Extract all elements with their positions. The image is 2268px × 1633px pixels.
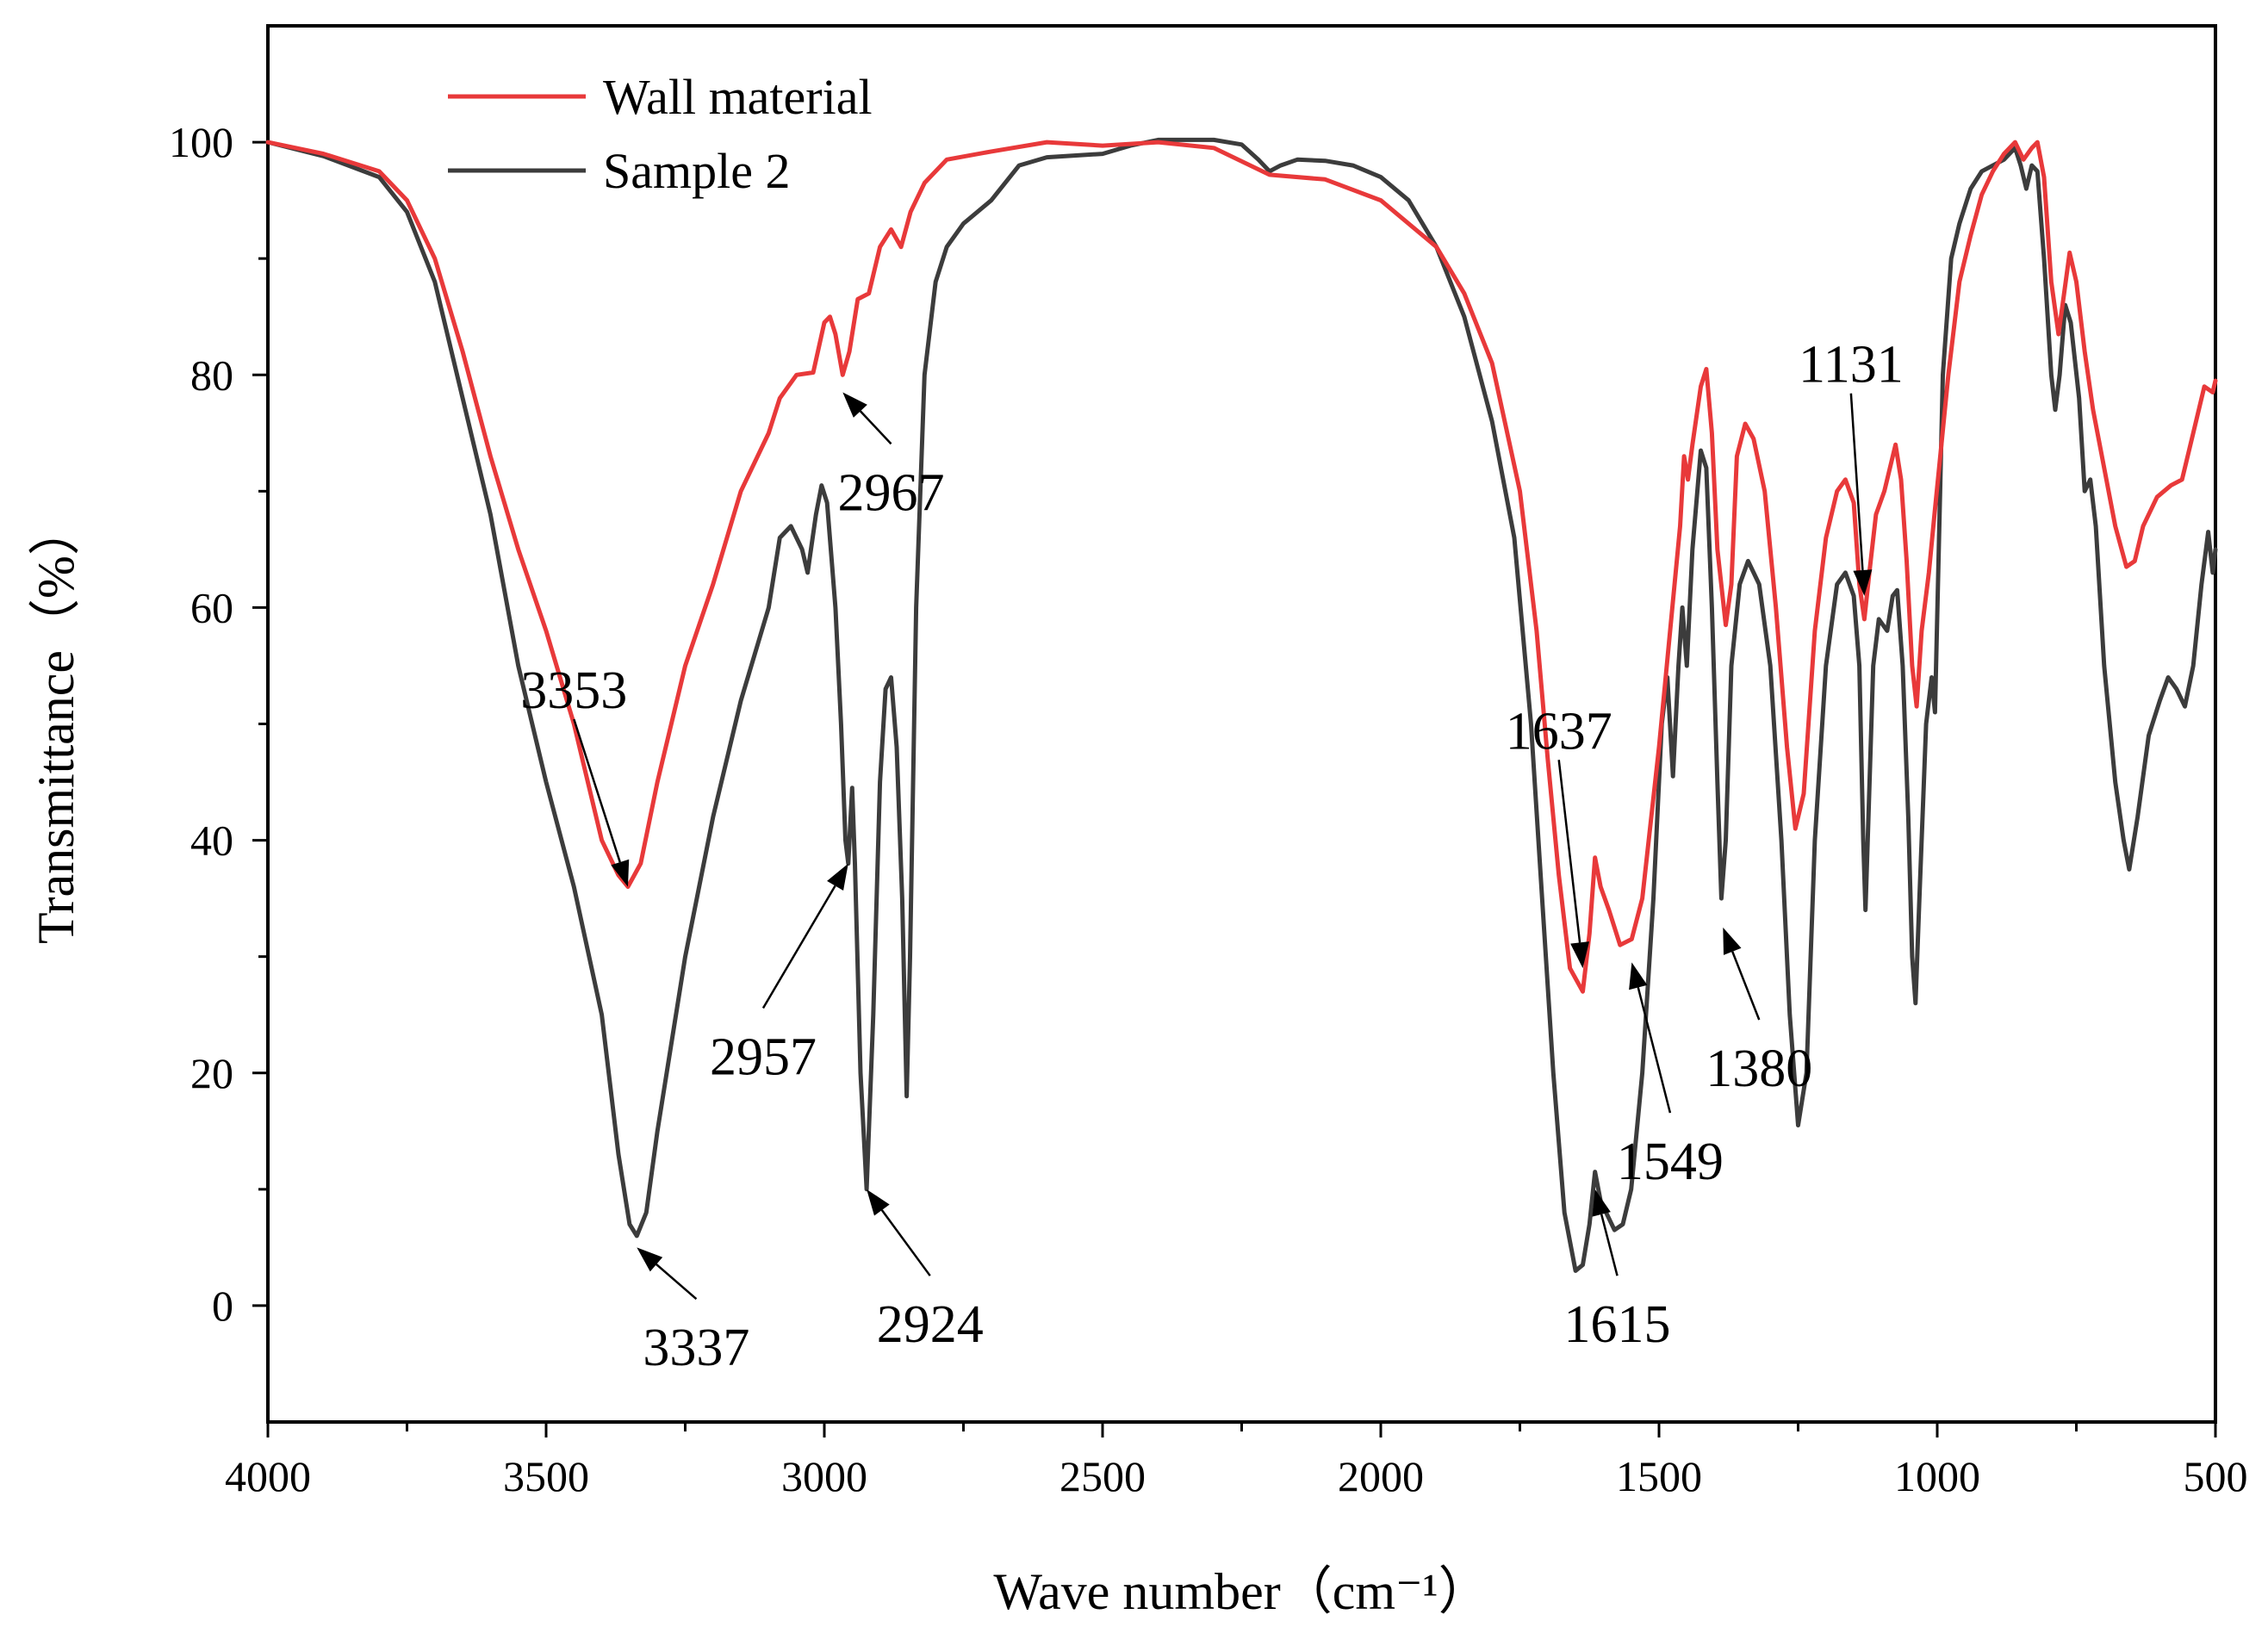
annotation-label-2967: 2967 bbox=[838, 463, 945, 522]
plot-frame bbox=[266, 24, 2217, 1424]
annotation-label-1131: 1131 bbox=[1799, 336, 1904, 394]
x-tick-label: 4000 bbox=[225, 1452, 311, 1500]
annotation-arrowhead bbox=[827, 863, 848, 891]
annotation-label-3353: 3353 bbox=[520, 661, 627, 720]
y-tick-label: 0 bbox=[212, 1282, 233, 1330]
y-tick-label: 80 bbox=[190, 351, 233, 399]
annotation-label-1549: 1549 bbox=[1617, 1133, 1724, 1191]
annotation-arrowhead bbox=[611, 859, 630, 887]
annotation-arrowhead bbox=[637, 1247, 663, 1272]
x-tick-label: 3500 bbox=[503, 1452, 589, 1500]
x-tick-label: 500 bbox=[2184, 1452, 2248, 1500]
series-line-wall-material bbox=[265, 140, 2218, 994]
x-tick-label: 2500 bbox=[1059, 1452, 1146, 1500]
annotation-arrow-line bbox=[880, 1209, 931, 1276]
annotation-label-1615: 1615 bbox=[1564, 1295, 1671, 1354]
axes: 4000 3500 3000 2500 2000 1500 1000 500 0 20 40 60 80… bbox=[169, 24, 2248, 1500]
annotation-arrow-line bbox=[1600, 1214, 1619, 1276]
annotations: 3353 3337 2967 2957 2924 1637 1615 1549 1380 1131 bbox=[520, 336, 1903, 1377]
annotation-arrowhead bbox=[1629, 962, 1648, 990]
annotation-arrowhead bbox=[1853, 569, 1873, 596]
annotation-arrow-line bbox=[1637, 987, 1672, 1114]
annotation-label-2957: 2957 bbox=[710, 1028, 817, 1086]
annotation-arrow-line bbox=[761, 885, 836, 1009]
annotation-arrow-line bbox=[656, 1264, 698, 1301]
annotation-arrow-line bbox=[1731, 951, 1761, 1021]
y-tick-label: 20 bbox=[190, 1049, 233, 1097]
y-tick-label: 100 bbox=[169, 118, 233, 166]
x-tick-label: 3000 bbox=[781, 1452, 867, 1500]
annotation-arrowhead bbox=[1570, 941, 1590, 969]
annotation-arrowhead bbox=[1592, 1189, 1611, 1217]
annotation-arrow-line bbox=[859, 410, 892, 445]
annotation-arrowhead bbox=[842, 392, 867, 418]
annotation-arrowhead bbox=[1723, 927, 1742, 955]
annotation-label-1637: 1637 bbox=[1506, 702, 1612, 761]
x-tick-label: 1000 bbox=[1894, 1452, 1980, 1500]
legend-label: Sample 2 bbox=[603, 143, 790, 199]
annotation-arrowhead bbox=[867, 1189, 890, 1216]
annotation-arrow-line bbox=[1849, 393, 1864, 571]
annotation-label-2924: 2924 bbox=[877, 1295, 984, 1354]
annotation-arrow-line bbox=[573, 718, 621, 863]
legend: Wall material Sample 2 bbox=[448, 69, 873, 199]
x-axis-title: Wave number（cm⁻¹） bbox=[993, 1563, 1489, 1620]
x-tick-label: 2000 bbox=[1338, 1452, 1424, 1500]
series-group bbox=[265, 137, 2218, 1273]
series-line-sample-2 bbox=[265, 137, 2218, 1273]
y-axis-title: Transmittance（%） bbox=[28, 504, 84, 944]
annotation-label-3337: 3337 bbox=[643, 1319, 749, 1377]
legend-label: Wall material bbox=[603, 69, 873, 125]
y-tick-label: 60 bbox=[190, 583, 233, 631]
annotation-label-1380: 1380 bbox=[1706, 1040, 1812, 1098]
x-tick-label: 1500 bbox=[1616, 1452, 1702, 1500]
annotation-arrow-line bbox=[1557, 760, 1581, 943]
y-tick-label: 40 bbox=[190, 816, 233, 865]
